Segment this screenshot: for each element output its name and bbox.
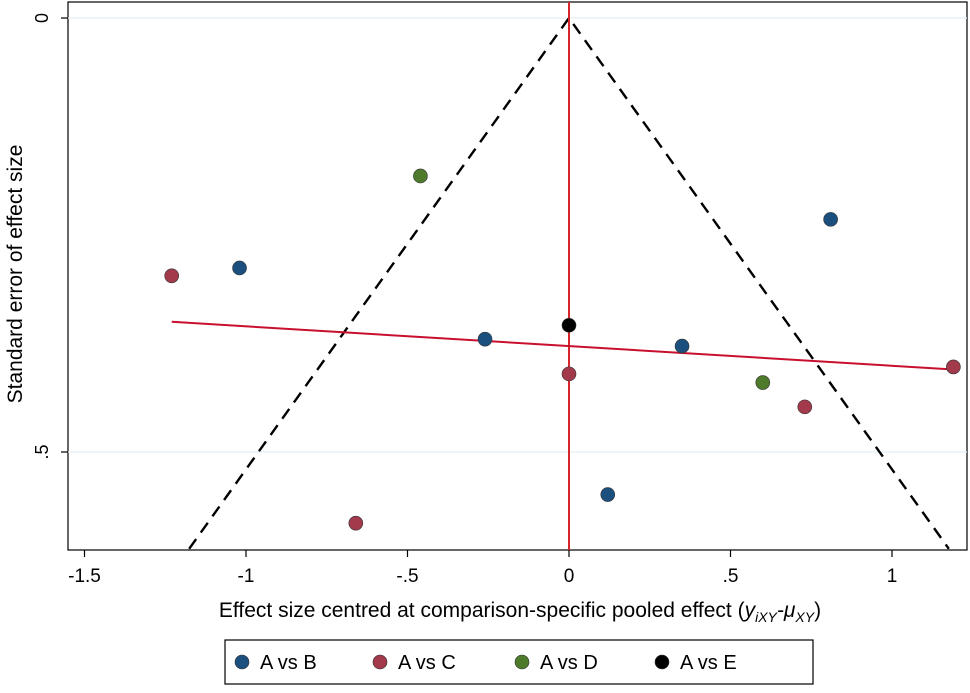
legend-label: A vs E <box>680 652 737 674</box>
legend-marker-a-vs-e <box>654 654 670 670</box>
x-tick-label: .5 <box>723 566 739 587</box>
data-point-a-vs-c <box>348 515 364 531</box>
data-point-a-vs-b <box>674 338 690 354</box>
x-tick-label: -1.5 <box>68 566 101 587</box>
y-tick-label: 0 <box>32 13 52 23</box>
x-axis-title: Effect size centred at comparison-specif… <box>219 599 821 625</box>
data-point-a-vs-b <box>232 260 247 276</box>
data-point-a-vs-e <box>561 317 577 333</box>
data-point-a-vs-c <box>164 268 180 284</box>
legend-marker-a-vs-d <box>514 654 530 670</box>
legend-label: A vs C <box>398 652 456 674</box>
data-point-a-vs-c <box>797 399 813 415</box>
data-point-a-vs-b <box>600 487 616 502</box>
y-axis-title: Standard error of effect size <box>4 145 27 404</box>
funnel-confidence-lines <box>188 15 950 550</box>
x-tick-label: -.5 <box>396 566 418 587</box>
data-point-a-vs-d <box>413 168 428 184</box>
y-tick-label: .5 <box>32 444 52 459</box>
fit-line <box>171 320 954 371</box>
legend-label: A vs D <box>540 652 598 674</box>
data-point-a-vs-c <box>561 366 577 382</box>
data-point-a-vs-b <box>477 331 493 347</box>
legend-marker-a-vs-b <box>234 654 250 670</box>
x-tick-label: -1 <box>238 566 255 587</box>
data-point-a-vs-c <box>946 359 961 375</box>
data-point-a-vs-b <box>823 212 838 227</box>
x-tick-label: 1 <box>887 566 898 587</box>
plot-area <box>67 1 968 551</box>
legend-marker-a-vs-c <box>372 654 388 670</box>
data-point-a-vs-d <box>755 375 771 390</box>
legend-label: A vs B <box>260 652 317 674</box>
x-tick-label: 0 <box>564 566 575 587</box>
